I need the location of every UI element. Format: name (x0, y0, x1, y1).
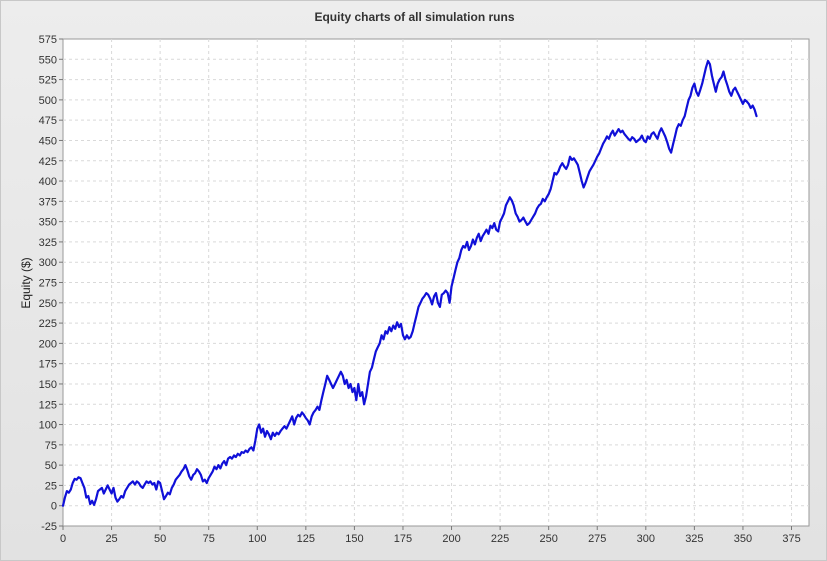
x-tick-label: 75 (203, 533, 215, 545)
chart-title: Equity charts of all simulation runs (314, 10, 515, 24)
x-tick-label: 175 (394, 533, 412, 545)
x-tick-label: 300 (637, 533, 655, 545)
y-tick-label: 300 (39, 257, 57, 269)
y-tick-label: 525 (39, 75, 57, 87)
x-tick-label: 150 (345, 533, 363, 545)
y-tick-label: 25 (45, 480, 57, 492)
x-tick-label: 225 (491, 533, 509, 545)
x-tick-label: 375 (782, 533, 800, 545)
y-tick-label: 325 (39, 237, 57, 249)
x-tick-label: 250 (539, 533, 557, 545)
y-tick-label: 50 (45, 460, 57, 472)
y-tick-label: 425 (39, 156, 57, 168)
y-tick-label: 200 (39, 338, 57, 350)
series-layer (61, 59, 758, 507)
x-tick-label: 25 (105, 533, 117, 545)
y-tick-label: 450 (39, 135, 57, 147)
y-tick-label: 250 (39, 298, 57, 310)
x-tick-label: 0 (60, 533, 66, 545)
y-tick-label: 75 (45, 440, 57, 452)
x-tick-label: 200 (442, 533, 460, 545)
x-tick-label: 325 (685, 533, 703, 545)
y-tick-label: 150 (39, 379, 57, 391)
y-axis-label: Equity ($) (19, 257, 33, 308)
y-tick-label: 275 (39, 278, 57, 290)
y-tick-label: 475 (39, 115, 57, 127)
grid-horizontal (63, 58, 809, 507)
x-tick-label: 50 (154, 533, 166, 545)
y-tick-label: 550 (39, 54, 57, 66)
x-axis: 0 25 50 75 100 125 150 175 200 225 250 275 300 325 350… (60, 526, 801, 545)
y-tick-label: 375 (39, 196, 57, 208)
y-tick-label: 175 (39, 359, 57, 371)
y-tick-label: 125 (39, 399, 57, 411)
x-tick-label: 125 (297, 533, 315, 545)
y-axis: -25 0 25 50 75 100 125 150 175 200 225 250 275 300 325… (39, 34, 63, 533)
x-tick-label: 100 (248, 533, 266, 545)
y-tick-label: 100 (39, 420, 57, 432)
y-tick-label: 350 (39, 217, 57, 229)
y-tick-label: 0 (51, 501, 57, 513)
y-tick-label: 225 (39, 318, 57, 330)
y-tick-label: 400 (39, 176, 57, 188)
y-tick-label: -25 (41, 521, 57, 533)
x-tick-label: 350 (734, 533, 752, 545)
equity-series-line (61, 59, 758, 507)
y-tick-label: 500 (39, 95, 57, 107)
x-tick-label: 275 (588, 533, 606, 545)
y-tick-label: 575 (39, 34, 57, 46)
